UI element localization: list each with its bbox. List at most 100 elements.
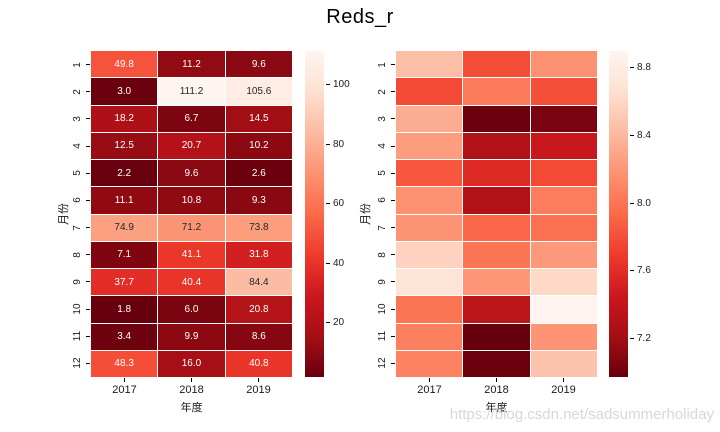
colorbar: [305, 51, 324, 377]
colorbar-tick-label: 7.6: [637, 265, 651, 277]
colorbar-tick-label: 8.8: [637, 62, 651, 74]
x-tick-label: 2017: [417, 384, 442, 396]
heatmap-cell: [463, 269, 530, 296]
heatmap-cell: [396, 323, 463, 350]
y-axis-ticks: 1 2 3 4 5 6 7 8 9 10 11 12: [62, 51, 91, 377]
heatmap-cell: [530, 350, 597, 377]
y-tick-label: 1: [376, 61, 388, 68]
heatmap-cell: [530, 105, 597, 132]
heatmap-cell: [530, 269, 597, 296]
cell-value: 31.8: [249, 249, 269, 261]
colorbar-ticks: 100 80 60 40 20: [324, 51, 368, 377]
cell-value: 111.2: [179, 85, 204, 97]
cell-value: 9.9: [184, 331, 199, 343]
cell-value: 9.6: [184, 167, 199, 179]
heatmap-cell: [396, 160, 463, 187]
colorbar-tick-mark: [326, 322, 330, 324]
heatmap-cell: [463, 323, 530, 350]
heatmap-cell: [530, 187, 597, 214]
y-tick-mark: [86, 64, 90, 66]
x-tick-label: 2019: [246, 384, 271, 396]
heatmap-cell: 20.7: [158, 132, 225, 159]
colorbar-tick-label: 100: [333, 78, 350, 90]
cell-value: 2.6: [251, 167, 266, 179]
y-tick-mark: [391, 64, 395, 66]
heatmap-cell: 7.1: [91, 241, 158, 268]
heatmap-cell: 14.5: [225, 105, 292, 132]
heatmap-cell: 41.1: [158, 241, 225, 268]
heatmap-grid: 49.8 11.2 9.6 3.0 111.2 105.6 18.2 6.7 14.5 12.5 2…: [91, 51, 292, 377]
colorbar-tick-label: 60: [333, 198, 345, 210]
y-axis-label: 月份: [360, 203, 372, 225]
colorbar-tick-label: 40: [333, 257, 345, 269]
heatmap-cell: [463, 214, 530, 241]
heatmap-cell: [530, 241, 597, 268]
colorbar-tick-mark: [326, 262, 330, 264]
x-tick-label: 2018: [484, 384, 509, 396]
cell-value: 37.7: [114, 276, 134, 288]
cell-value: 8.6: [251, 331, 266, 343]
heatmap-cell: [530, 296, 597, 323]
heatmap-cell: 20.8: [225, 296, 292, 323]
heatmap-cell: [396, 296, 463, 323]
heatmap-cell: 10.2: [225, 132, 292, 159]
y-tick-mark: [391, 199, 395, 201]
colorbar-tick-label: 80: [333, 138, 345, 150]
heatmap-cell: 37.7: [91, 269, 158, 296]
y-tick-mark: [86, 118, 90, 120]
heatmap-cell: [463, 105, 530, 132]
y-tick-label: 8: [376, 252, 388, 258]
heatmap-cell: [396, 78, 463, 105]
y-tick-mark: [86, 362, 90, 364]
heatmap-cell: 11.2: [158, 51, 225, 78]
x-tick-mark: [191, 378, 192, 382]
heatmap-cell: [530, 78, 597, 105]
heatmap-cell: [463, 187, 530, 214]
y-tick-mark: [391, 362, 395, 364]
y-tick-mark: [391, 172, 395, 174]
y-tick-label: 10: [376, 303, 388, 315]
y-tick-mark: [86, 172, 90, 174]
heatmap-cell: 2.6: [225, 160, 292, 187]
cell-value: 3.4: [117, 331, 132, 343]
cell-value: 71.2: [181, 222, 202, 234]
heatmap-cell: [463, 241, 530, 268]
x-tick-label: 2019: [551, 384, 576, 396]
colorbar-tick-mark: [326, 143, 330, 145]
cell-value: 20.7: [181, 140, 202, 152]
x-tick-mark: [124, 378, 125, 382]
colorbar-tick-label: 8.4: [637, 130, 651, 141]
colorbar-tick-label: 20: [333, 317, 345, 329]
heatmap-cell: 12.5: [91, 132, 158, 159]
colorbar: [609, 51, 628, 377]
heatmap-cell: [463, 350, 530, 377]
heatmap-cell: 6.7: [158, 105, 225, 132]
colorbar-tick-mark: [630, 135, 634, 136]
heatmap-cell: 73.8: [225, 214, 292, 241]
y-tick-label: 9: [376, 279, 388, 285]
heatmap-cell: 3.0: [91, 78, 158, 105]
y-tick-label: 7: [376, 224, 388, 231]
heatmap-cell: [463, 132, 530, 159]
heatmap-cell: [530, 323, 597, 350]
heatmap-cell: [463, 78, 530, 105]
heatmap-cell: 8.6: [225, 323, 292, 350]
cell-value: 20.8: [249, 303, 269, 315]
y-axis-ticks: 1 2 3 4 5 6 7 8 9 10 11 12: [367, 51, 396, 377]
cell-value: 41.1: [181, 249, 202, 261]
heatmap-cell: 11.1: [91, 187, 158, 214]
heatmap-cell: [396, 187, 463, 214]
y-tick-label: 4: [376, 143, 388, 149]
heatmap-cell: [396, 132, 463, 159]
watermark-text: https://blog.csdn.net/sadsummerholiday: [449, 406, 714, 423]
colorbar-tick-label: 8.0: [637, 197, 651, 209]
heatmap-cell: 74.9: [91, 214, 158, 241]
colorbar-tick-label: 7.2: [637, 332, 651, 344]
heatmap-cell: 1.8: [91, 296, 158, 323]
heatmap-cell: [396, 51, 463, 78]
y-tick-label: 12: [376, 357, 388, 369]
heatmap-cell: [463, 51, 530, 78]
heatmap-cell: 9.9: [158, 323, 225, 350]
colorbar-tick-mark: [630, 67, 634, 69]
